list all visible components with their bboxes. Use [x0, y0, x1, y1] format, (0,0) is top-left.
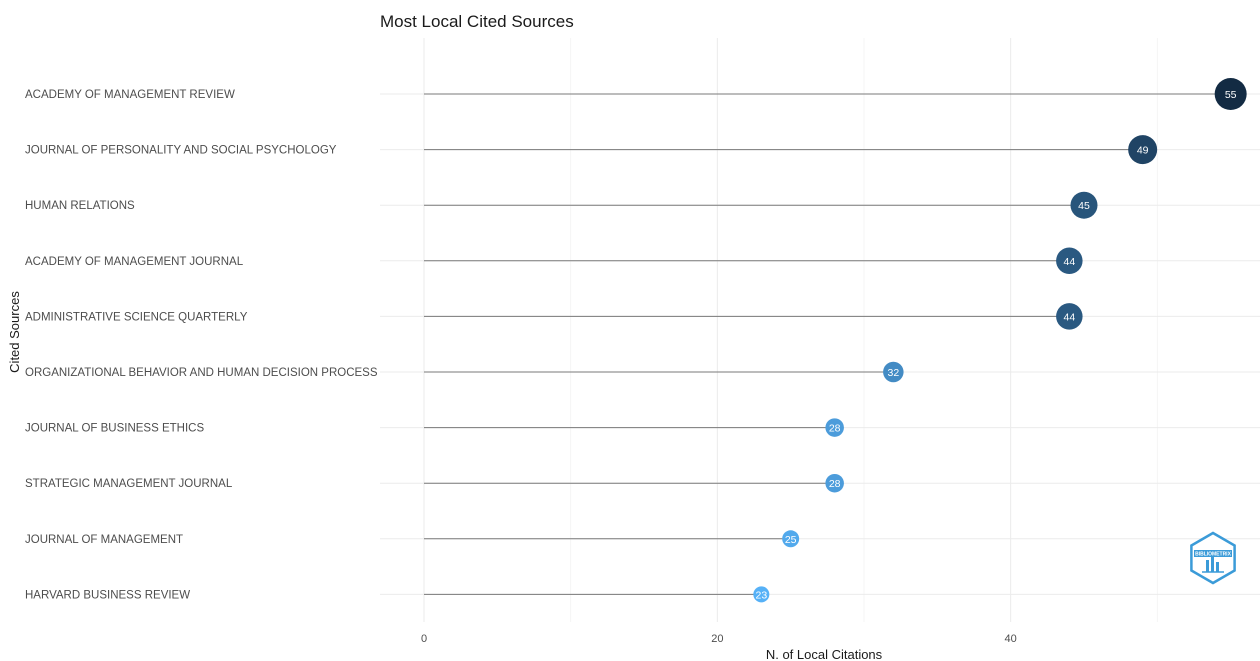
point-value-label: 28	[829, 478, 841, 490]
point-value-label: 25	[785, 534, 797, 546]
category-label: HARVARD BUSINESS REVIEW	[25, 589, 190, 601]
logo-text: BIBLIOMETRIX	[1195, 552, 1231, 558]
category-label: JOURNAL OF MANAGEMENT	[25, 534, 183, 546]
point-value-label: 28	[829, 423, 841, 435]
lollipop-point	[825, 418, 844, 437]
lollipop-point	[1070, 191, 1098, 219]
category-label: JOURNAL OF BUSINESS ETHICS	[25, 423, 204, 435]
category-label: ACADEMY OF MANAGEMENT JOURNAL	[25, 256, 244, 268]
x-tick-labels: 0 20 40	[421, 633, 1017, 645]
bibliometrix-logo: BIBLIOMETRIX	[1190, 531, 1236, 585]
lollipop-point	[1056, 303, 1083, 330]
category-label: STRATEGIC MANAGEMENT JOURNAL	[25, 478, 233, 490]
lollipop-point	[883, 361, 904, 383]
lollipop-point	[825, 473, 844, 493]
lollipop-point	[1056, 247, 1083, 275]
category-label: JOURNAL OF PERSONALITY AND SOCIAL PSYCHO…	[25, 145, 337, 157]
stems	[424, 93, 1231, 595]
category-labels: ACADEMY OF MANAGEMENT REVIEW JOURNAL OF P…	[25, 89, 378, 601]
point-value-label: 32	[887, 367, 899, 379]
x-tick-label: 0	[421, 633, 427, 645]
point-value-label: 49	[1137, 145, 1149, 157]
category-label: ACADEMY OF MANAGEMENT REVIEW	[25, 89, 235, 101]
points: 55 49 45 44 44 32 28 28 25 23	[753, 78, 1247, 603]
lollipop-point	[1214, 78, 1247, 110]
point-value-label: 23	[755, 589, 767, 601]
x-axis-title: N. of Local Citations	[766, 647, 883, 661]
category-label: ORGANIZATIONAL BEHAVIOR AND HUMAN DECISI…	[25, 367, 378, 379]
y-axis-title: Cited Sources	[7, 291, 22, 373]
category-label: ADMINISTRATIVE SCIENCE QUARTERLY	[25, 311, 248, 323]
grid	[380, 38, 1260, 622]
x-tick-label: 20	[711, 633, 723, 645]
lollipop-point	[782, 530, 800, 548]
lollipop-point	[1128, 135, 1158, 165]
category-label: HUMAN RELATIONS	[25, 200, 135, 212]
chart-title: Most Local Cited Sources	[380, 12, 574, 31]
point-value-label: 44	[1063, 311, 1075, 323]
lollipop-point	[753, 586, 770, 603]
point-value-label: 55	[1225, 89, 1237, 101]
x-tick-label: 40	[1005, 633, 1017, 645]
point-value-label: 44	[1063, 256, 1075, 268]
point-value-label: 45	[1078, 200, 1090, 212]
